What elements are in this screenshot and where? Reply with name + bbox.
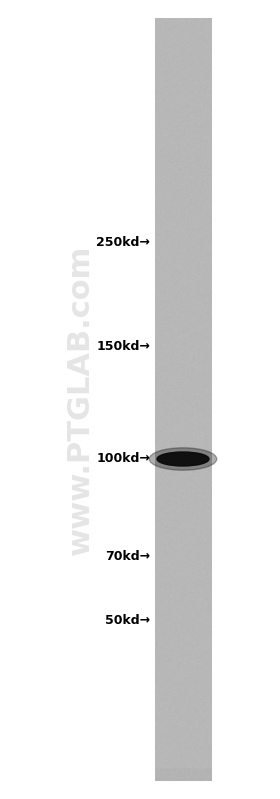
Bar: [155, 776, 212, 777]
Bar: [155, 756, 212, 757]
Text: www.PTGLAB.com: www.PTGLAB.com: [66, 244, 95, 555]
Bar: [155, 773, 212, 774]
Bar: [155, 742, 212, 743]
Bar: [155, 763, 212, 764]
Bar: [155, 772, 212, 773]
Bar: [155, 752, 212, 753]
Bar: [155, 777, 212, 778]
Bar: [155, 766, 212, 767]
Ellipse shape: [149, 447, 217, 470]
Bar: [155, 778, 212, 779]
Bar: [155, 780, 212, 781]
Bar: [155, 749, 212, 750]
Bar: [155, 746, 212, 747]
Bar: [155, 747, 212, 748]
Text: 100kd→: 100kd→: [96, 452, 150, 466]
Text: 50kd→: 50kd→: [105, 614, 150, 627]
Bar: [155, 770, 212, 771]
Bar: [155, 759, 212, 760]
Bar: [155, 751, 212, 752]
Bar: [155, 757, 212, 758]
Bar: [155, 775, 212, 776]
Bar: [155, 755, 212, 756]
Bar: [155, 764, 212, 765]
Bar: [155, 741, 212, 742]
Bar: [155, 745, 212, 746]
Bar: [155, 743, 212, 744]
Bar: [155, 753, 212, 754]
Bar: [155, 760, 212, 761]
Bar: [155, 744, 212, 745]
Bar: [155, 769, 212, 770]
Bar: [155, 771, 212, 772]
Bar: [155, 768, 212, 769]
Bar: [155, 762, 212, 763]
Ellipse shape: [157, 452, 209, 466]
Bar: [155, 765, 212, 766]
Bar: [155, 774, 212, 775]
Bar: [155, 761, 212, 762]
Text: 150kd→: 150kd→: [96, 340, 150, 352]
Bar: [155, 754, 212, 755]
Bar: [155, 779, 212, 780]
Bar: [155, 767, 212, 768]
Bar: [155, 748, 212, 749]
Text: 250kd→: 250kd→: [96, 237, 150, 249]
Bar: [155, 758, 212, 759]
Bar: [155, 750, 212, 751]
Text: 70kd→: 70kd→: [105, 550, 150, 562]
